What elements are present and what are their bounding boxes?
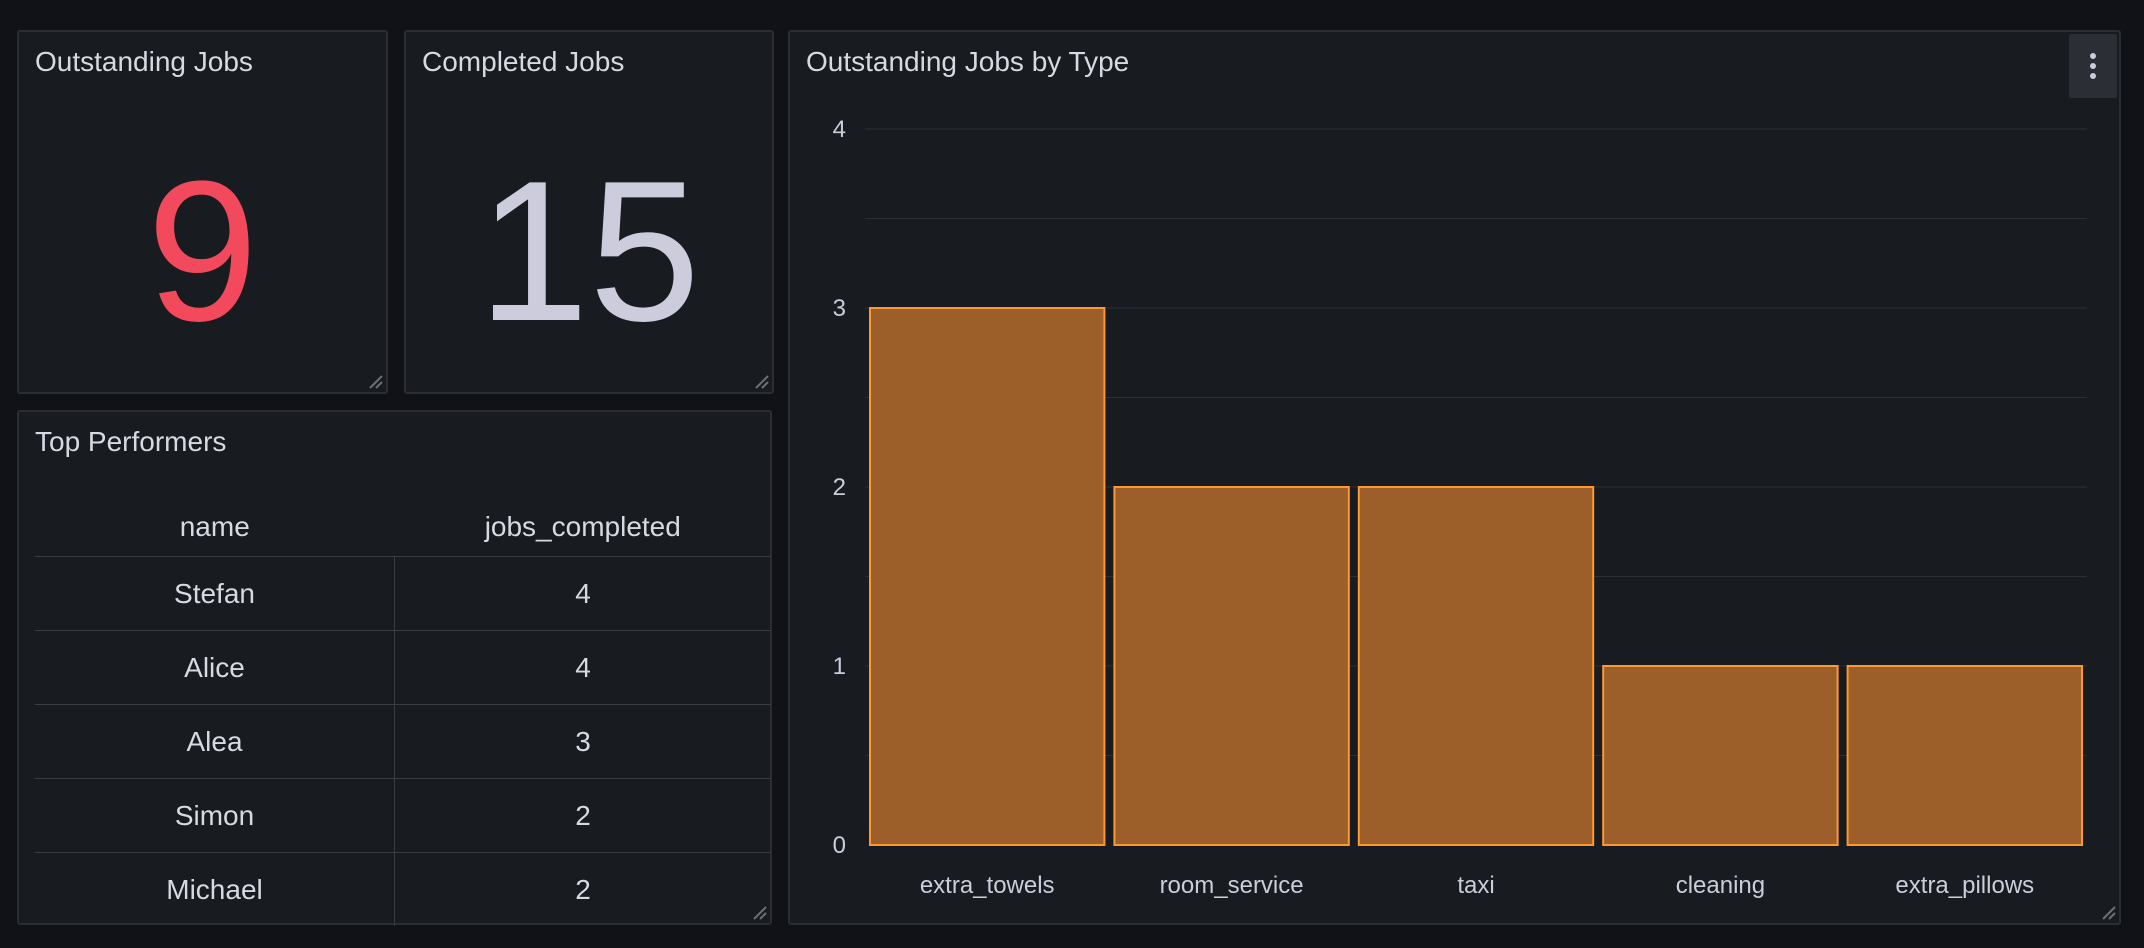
table-row: Michael 2 bbox=[35, 852, 771, 926]
y-tick-label: 4 bbox=[833, 116, 846, 143]
bar-cleaning[interactable] bbox=[1602, 665, 1839, 846]
table-row: Stefan 4 bbox=[35, 556, 771, 631]
cell-name: Alice bbox=[35, 630, 395, 705]
bar-chart: 0 1 2 3 4 extra_towels room_service taxi cleanin… bbox=[833, 116, 2087, 899]
x-tick-label: room_service bbox=[1160, 872, 1304, 899]
table-row: Simon 2 bbox=[35, 778, 771, 853]
bar-taxi[interactable] bbox=[1357, 486, 1595, 846]
table-row: Alice 4 bbox=[35, 630, 771, 705]
jobs-by-type-panel: 0 1 2 3 4 extra_towels room_service taxi cleanin… bbox=[788, 30, 2121, 925]
table-header-row: name jobs_completed bbox=[35, 498, 771, 557]
column-header-name[interactable]: name bbox=[35, 498, 395, 557]
bar-room-service[interactable] bbox=[1113, 486, 1350, 846]
completed-jobs-panel: Completed Jobs 15 bbox=[404, 30, 774, 394]
completed-jobs-value: 15 bbox=[477, 140, 701, 363]
cell-jobs-completed: 2 bbox=[575, 873, 591, 905]
y-tick-label: 3 bbox=[833, 295, 846, 322]
outstanding-jobs-title: Outstanding Jobs bbox=[35, 46, 253, 77]
resize-handle-icon[interactable] bbox=[2095, 899, 2117, 921]
panel-menu-button[interactable] bbox=[2069, 34, 2117, 98]
outstanding-jobs-value: 9 bbox=[146, 140, 259, 363]
y-tick-label: 0 bbox=[833, 832, 846, 859]
jobs-by-type-title: Outstanding Jobs by Type bbox=[806, 46, 1130, 77]
resize-handle-icon[interactable] bbox=[362, 368, 384, 390]
top-performers-panel: Top Performers name jobs_completed Stefa… bbox=[17, 410, 772, 926]
cell-name: Michael bbox=[35, 852, 395, 926]
completed-jobs-title: Completed Jobs bbox=[422, 46, 625, 77]
x-tick-label: extra_towels bbox=[920, 872, 1055, 899]
top-performers-title: Top Performers bbox=[35, 426, 227, 457]
table-row: Alea 3 bbox=[35, 704, 771, 779]
y-tick-label: 1 bbox=[833, 653, 846, 680]
resize-handle-icon[interactable] bbox=[746, 899, 768, 921]
cell-name: Simon bbox=[35, 778, 395, 853]
bar-extra-towels[interactable] bbox=[869, 307, 1106, 846]
x-tick-label: extra_pillows bbox=[1895, 872, 2034, 899]
resize-handle-icon[interactable] bbox=[748, 368, 770, 390]
top-performers-table: name jobs_completed Stefan 4 Alice 4 Ale… bbox=[35, 498, 771, 926]
cell-jobs-completed: 4 bbox=[394, 556, 771, 631]
x-tick-label: taxi bbox=[1457, 872, 1494, 899]
cell-name: Alea bbox=[35, 704, 395, 779]
bar-extra-pillows[interactable] bbox=[1846, 665, 2083, 846]
cell-jobs-completed: 2 bbox=[394, 778, 771, 853]
cell-jobs-completed: 3 bbox=[394, 704, 771, 779]
outstanding-jobs-panel: Outstanding Jobs 9 bbox=[17, 30, 388, 394]
cell-jobs-completed: 4 bbox=[394, 630, 771, 705]
column-header-jobs-completed[interactable]: jobs_completed bbox=[394, 498, 771, 557]
y-tick-label: 2 bbox=[833, 474, 846, 501]
vertical-ellipsis-icon bbox=[2090, 53, 2096, 79]
cell-name: Stefan bbox=[35, 556, 395, 631]
x-tick-label: cleaning bbox=[1676, 872, 1765, 899]
